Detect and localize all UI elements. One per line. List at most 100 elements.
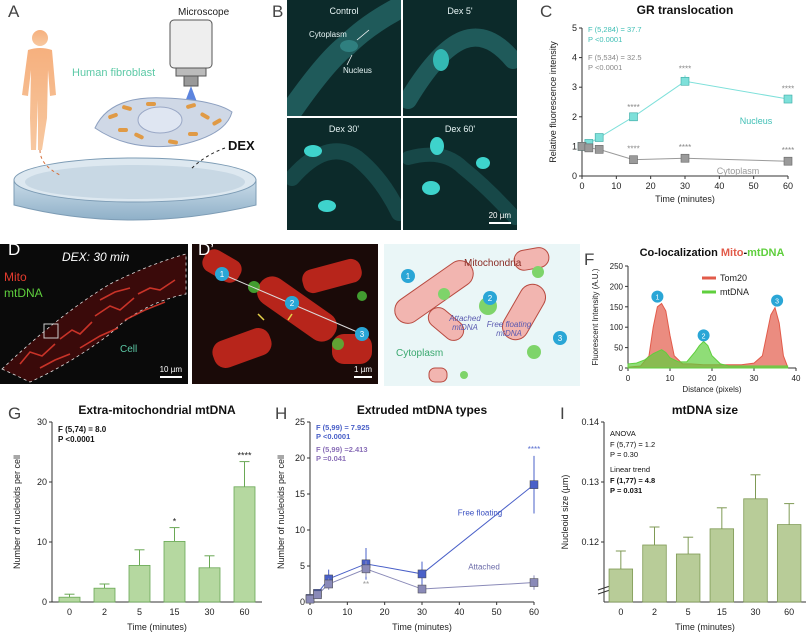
y-tick-label: 3 [572, 82, 577, 92]
micrograph-dex-5: Dex 5' [403, 0, 517, 116]
mitochondria-label: Mitochondria [464, 258, 522, 269]
y-tick-label: 100 [610, 323, 624, 332]
data-point [361, 564, 371, 574]
scale-bar: 1 µm [354, 365, 372, 378]
x-axis-label: Time (minutes) [392, 622, 452, 632]
stats-text: P =0.041 [316, 454, 346, 463]
significance-mark: **** [679, 143, 691, 152]
y-tick-label: 0.12 [581, 537, 599, 547]
microscope-label: Microscope [178, 7, 230, 18]
cell-label: Cell [120, 344, 138, 355]
x-axis-label: Time (minutes) [655, 194, 715, 204]
data-point [680, 76, 690, 86]
mito-schematic: 1 2 3 [394, 247, 567, 383]
x-tick-label: 30 [417, 607, 427, 617]
series-line-0 [581, 80, 789, 147]
x-tick-label: 20 [708, 374, 717, 383]
y-tick-label: 20 [37, 477, 47, 487]
bar [163, 540, 186, 603]
micrograph-dex-30: Dex 30' [287, 118, 401, 230]
fibroblast-cell-icon [94, 97, 233, 148]
stats-text: F (5,74) = 8.0 [58, 425, 107, 434]
dex-time-label: DEX: 30 min [62, 250, 130, 264]
significance-mark: * [173, 517, 177, 527]
mito-legend: Mito [4, 270, 27, 284]
title-part: Mito [721, 247, 744, 259]
bar [675, 553, 701, 603]
x-tick-label: 30 [680, 181, 690, 191]
x-tick-label: 0 [67, 607, 72, 617]
x-tick-label: 20 [646, 181, 656, 191]
panel-letter-b: B [272, 2, 284, 21]
significance-mark: **** [627, 145, 639, 154]
stats-text: F (1,77) = 4.8 [610, 476, 655, 485]
x-tick-label: 2 [652, 607, 657, 617]
micrograph-mito-mtdna: DEX: 30 min Mito mtDNA Cell 10 µm [0, 244, 188, 384]
stats-text: P <0.0001 [58, 435, 95, 444]
y-tick-label: 10 [295, 525, 305, 535]
series-label-attached: Attached [468, 563, 500, 572]
y-tick-label: 20 [295, 453, 305, 463]
cell-outline-mito [1, 253, 187, 383]
data-point [417, 569, 427, 579]
bar [93, 587, 116, 603]
chart-title: Co-localization Mito-mtDNA [640, 247, 785, 259]
y-tick-label: 1 [572, 141, 577, 151]
series-label-nucleus: Nucleus [740, 116, 773, 126]
data-point [584, 143, 594, 153]
stats-text: P <0.0001 [588, 63, 622, 72]
significance-mark: **** [237, 451, 252, 461]
x-tick-label: 0 [579, 181, 584, 191]
y-tick-label: 0 [42, 597, 47, 607]
data-point [313, 590, 322, 600]
data-point [629, 155, 638, 165]
panel-letter-c: C [540, 2, 553, 21]
x-tick-label: 2 [102, 607, 107, 617]
x-tick-label: 5 [686, 607, 691, 617]
legend-label: mtDNA [720, 287, 749, 297]
x-tick-label: 30 [750, 607, 760, 617]
marker-1: 1 [220, 270, 225, 279]
stats-text: F (5,284) = 37.7 [588, 25, 642, 34]
marker-circle [771, 294, 784, 307]
marker-circle [651, 290, 664, 303]
chart-mtdna-size: 0.12 0.13 0.14 Time (minutes) Nucleoid size … [560, 403, 806, 632]
x-tick-label: 30 [204, 607, 214, 617]
bar [743, 498, 768, 603]
area-series-1 [627, 340, 789, 369]
x-tick-label: 60 [529, 607, 539, 617]
free-floating-label: Free floating mtDNA [486, 320, 532, 338]
title-part: mtDNA [747, 247, 784, 259]
stats-text: F (5,99) =2.413 [316, 445, 368, 454]
micrograph-control: Control Cytoplasm Nucleus [287, 0, 401, 116]
panel-letter-h: H [275, 404, 288, 423]
x-tick-label: 0 [626, 374, 631, 383]
title-part: Co-localization [640, 247, 721, 259]
y-tick-label: 2 [572, 112, 577, 122]
human-figure-icon [22, 30, 56, 150]
marker-label: 2 [702, 333, 706, 340]
series-label-cytoplasm: Cytoplasm [717, 166, 760, 176]
x-axis-label: Time (minutes) [127, 622, 187, 632]
micrograph-caption: Dex 30' [328, 124, 360, 134]
y-tick-label: 150 [610, 303, 624, 312]
y-tick-label: 5 [300, 561, 305, 571]
panel-a-schematic: Microscope Human fibroblast [0, 0, 268, 240]
y-tick-label: 0 [300, 597, 305, 607]
panel-letter-d: D [8, 240, 21, 259]
y-axis-label: Fluorescent Intensity (A.U.) [591, 268, 600, 365]
cell-shape-dex5 [403, 28, 517, 109]
arrow-icon [39, 149, 61, 176]
stats-text: ANOVA [610, 429, 636, 438]
bar [776, 524, 802, 603]
cell-shape-control [287, 0, 401, 116]
y-tick-label: 30 [37, 417, 47, 427]
x-axis-label: Time (minutes) [675, 622, 735, 632]
zoom-image: 1 2 3 [202, 249, 372, 369]
dex-label: DEX [228, 138, 255, 153]
y-tick-label: 0.14 [581, 417, 599, 427]
significance-mark: **** [679, 64, 691, 73]
data-point [529, 480, 539, 489]
y-axis-label: Number of nucleoids per cell [12, 455, 22, 569]
